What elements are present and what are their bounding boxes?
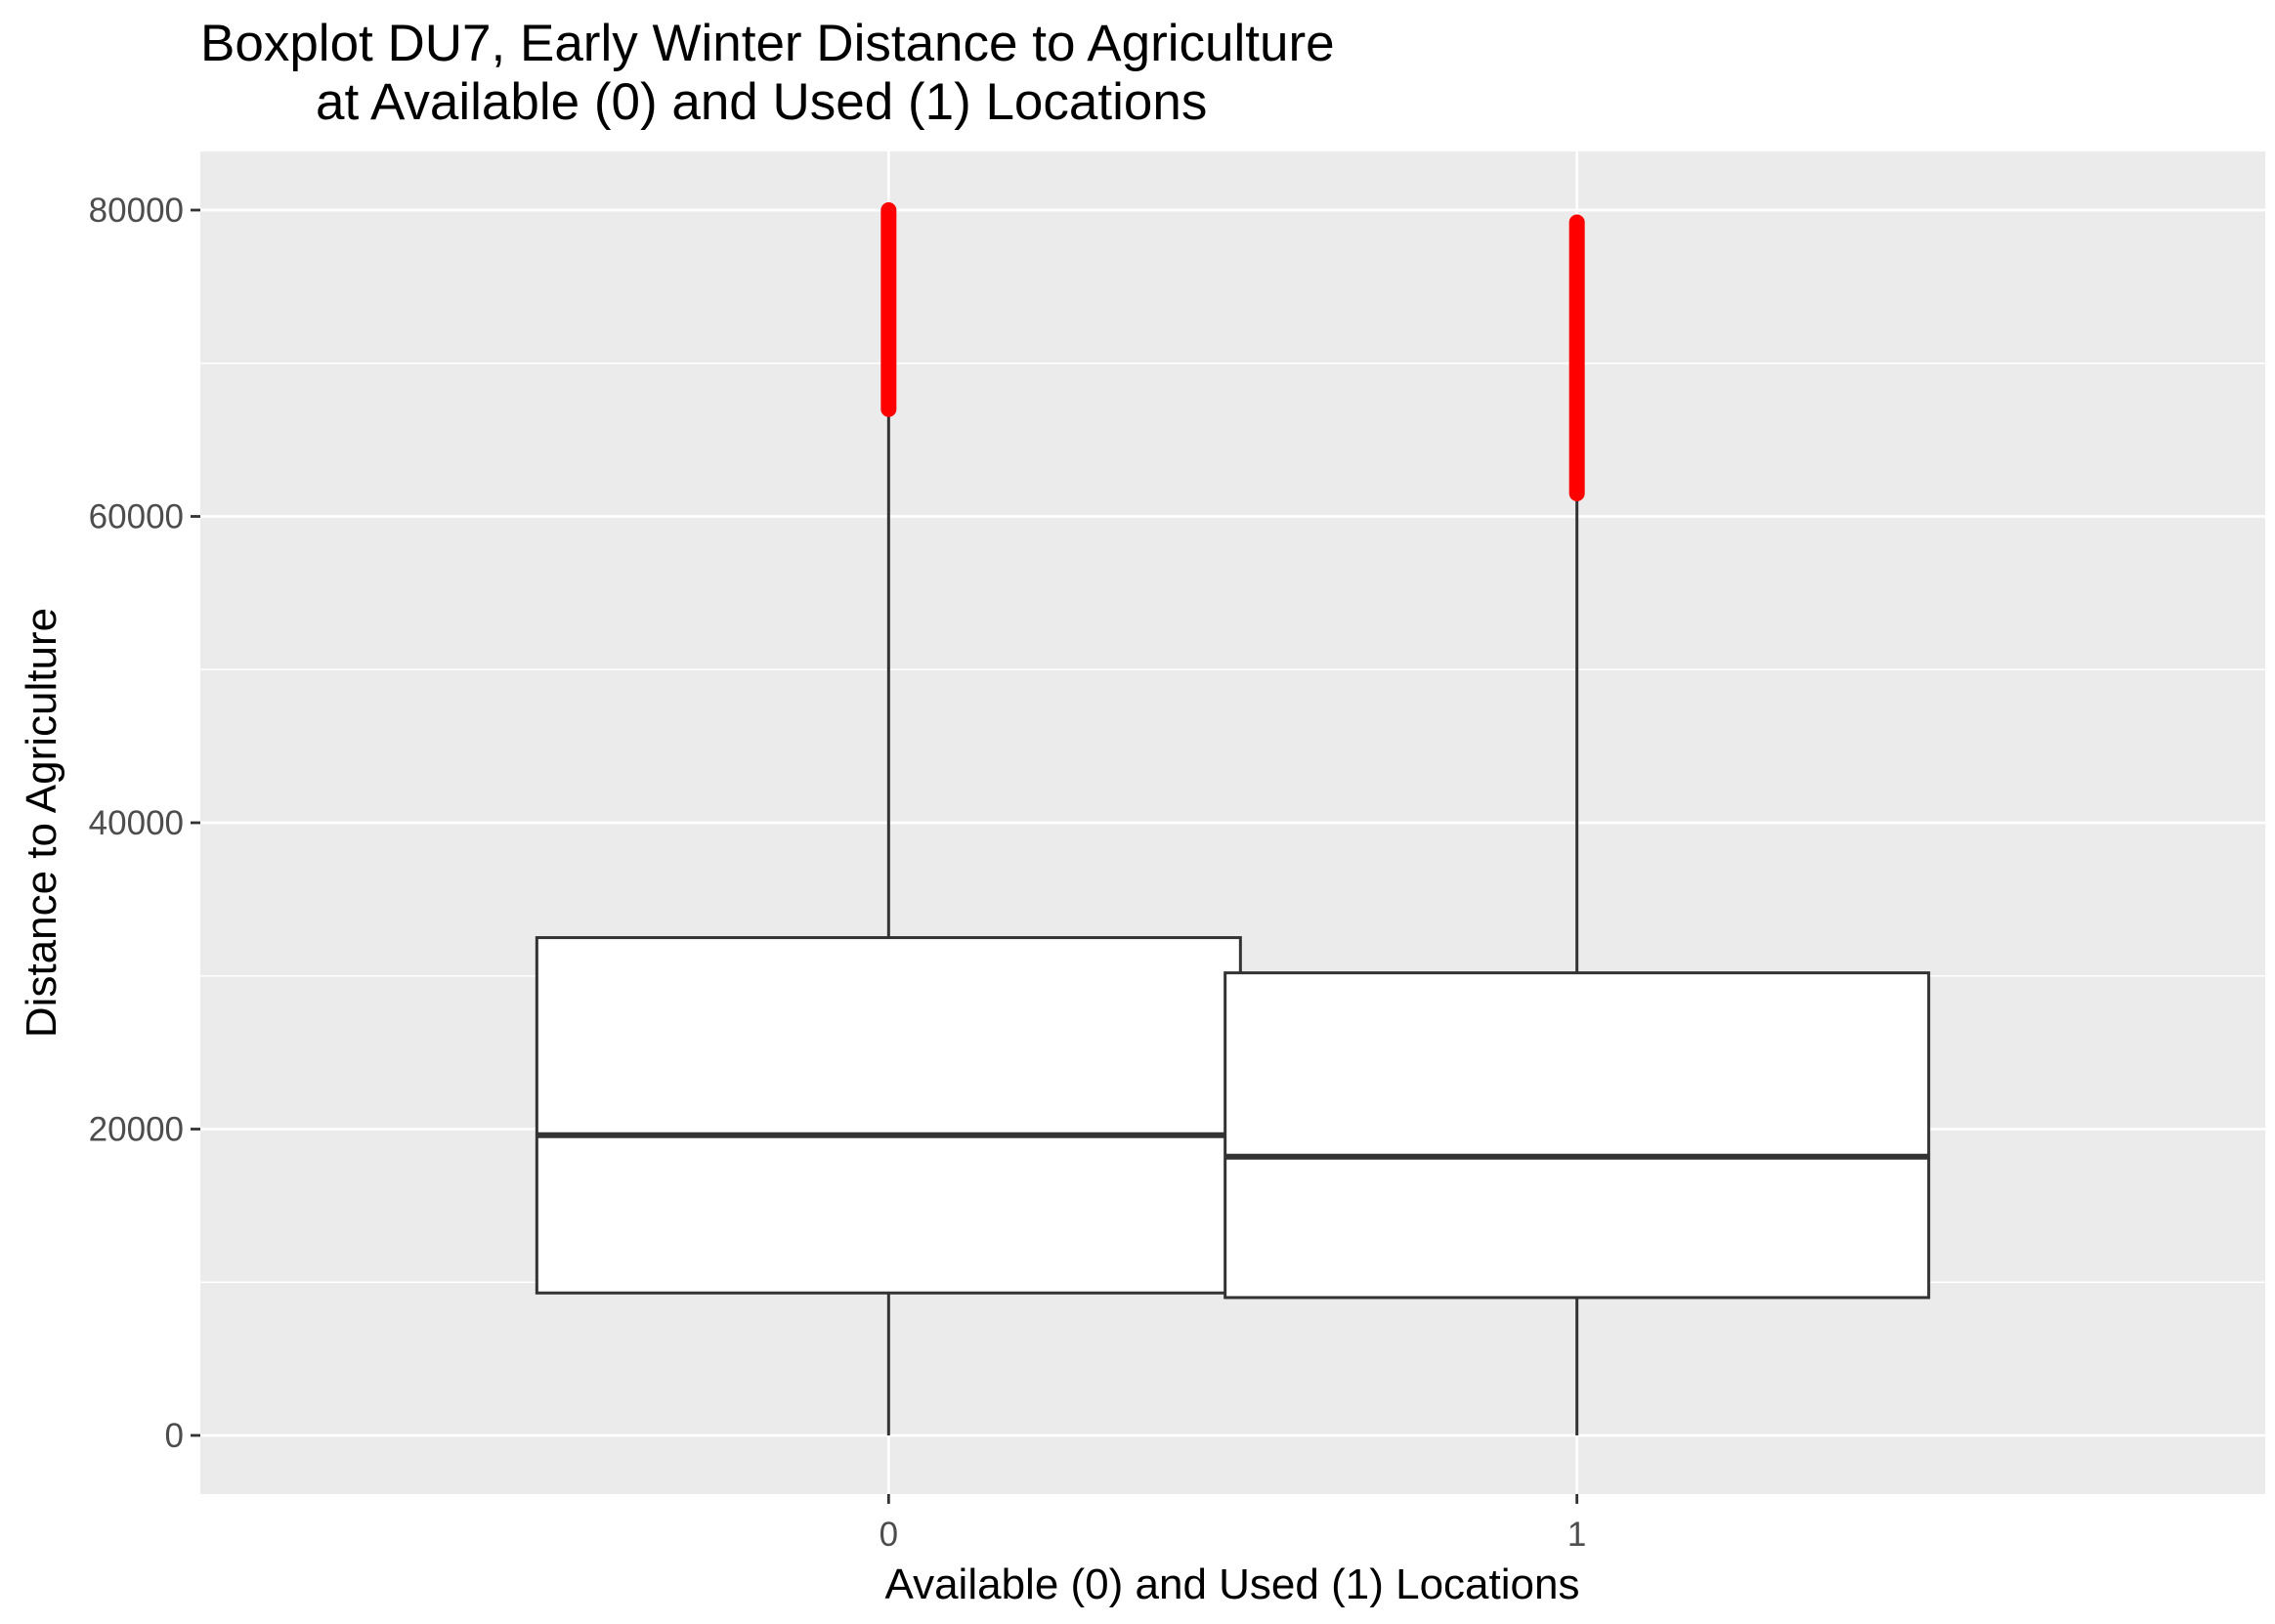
y-tick-label: 0	[165, 1417, 184, 1455]
y-tick-label: 20000	[89, 1111, 184, 1149]
x-tick-label: 1	[1567, 1516, 1586, 1554]
box-group-1	[1223, 214, 1931, 1435]
chart-title: Boxplot DU7, Early Winter Distance to Ag…	[200, 15, 1335, 72]
boxes	[535, 202, 1931, 1435]
y-tick-label: 40000	[89, 804, 184, 842]
y-axis-title: Distance to Agriculture	[18, 608, 65, 1038]
box-group-0	[535, 202, 1242, 1435]
y-tick-label: 80000	[89, 192, 184, 230]
x-axis-title: Available (0) and Used (1) Locations	[885, 1560, 1580, 1608]
iqr-box	[535, 936, 1242, 1295]
y-axis: 0 20000 40000 60000 80000	[89, 192, 200, 1455]
x-tick-label: 0	[880, 1516, 898, 1554]
chart-subtitle: at Available (0) and Used (1) Locations	[316, 73, 1207, 131]
y-tick-label: 60000	[89, 498, 184, 536]
iqr-box	[1223, 971, 1931, 1300]
